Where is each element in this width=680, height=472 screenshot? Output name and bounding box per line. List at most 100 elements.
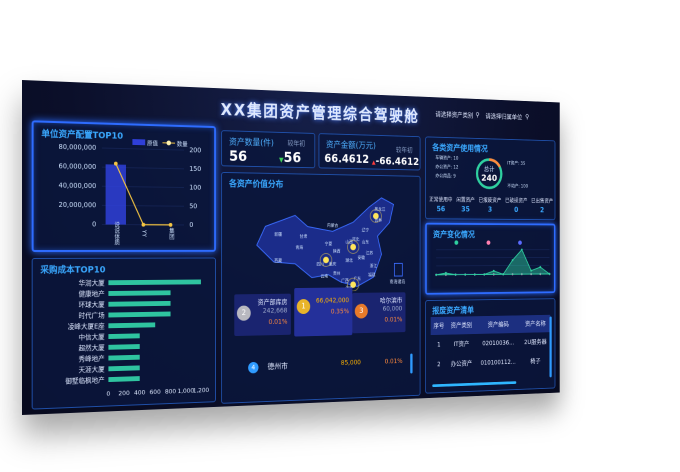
bar	[108, 279, 201, 286]
data-point	[435, 273, 438, 276]
province-label: 安徽	[358, 254, 366, 261]
province-label: 内蒙古	[327, 222, 339, 229]
x-tick: 1,000	[177, 387, 194, 395]
table-cell: 02010036...	[482, 339, 515, 348]
x-tick: 说说体质	[113, 221, 120, 247]
unit-config-chart: 80,000,000 60,000,000 40,000,000 20,000,000…	[59, 139, 201, 247]
rank-value: 66,042,000	[315, 296, 350, 305]
search-icon[interactable]: ⚲	[525, 113, 530, 121]
province-label: 宁夏	[325, 240, 333, 247]
top-rank-card[interactable]: 3 哈尔滨市 60,000 0.01%	[352, 292, 406, 334]
rank-value: 85,000	[340, 358, 361, 367]
province-label: 江苏	[366, 250, 374, 256]
gridline	[102, 148, 184, 150]
map-panel: 各资产价值分布 新疆 西藏 青海 甘肃 内蒙古 黑龙江 吉林 辽宁 山西 宁夏 陕西 四川 重庆 湖北 安徽…	[221, 171, 421, 404]
rank-value: 60,000	[382, 304, 403, 313]
area-series	[436, 250, 549, 275]
rank-pct: 0.01%	[268, 318, 288, 326]
kpi-compare-value: 56	[283, 148, 302, 167]
legend-label: 原值	[147, 139, 158, 147]
kpi-compare-label: 较年初	[287, 139, 306, 148]
usage-donut-chart: 总计 240 车辆资产: 10 办公资产: 12 办公用品: 9 IT资产: 3…	[435, 150, 528, 197]
data-point	[548, 272, 551, 276]
line-point	[168, 222, 173, 227]
province-label: 云南	[321, 273, 329, 280]
y-right-tick: 150	[189, 165, 201, 173]
usage-stat-value: 56	[436, 204, 446, 214]
top-rank-card[interactable]: 2 资产部库房 242,668 0.01%	[234, 293, 291, 337]
line-point	[141, 222, 146, 227]
province-label: 河北	[352, 236, 360, 243]
province-label: 福建	[368, 272, 376, 279]
bar	[108, 376, 140, 383]
legend-marker	[486, 240, 491, 245]
top-rank-card[interactable]: 1 66,042,000 0.35%	[294, 287, 353, 337]
y-tick: 时代广场	[79, 311, 105, 320]
province-label: 广东	[354, 275, 362, 282]
province-label: 甘肃	[300, 233, 308, 240]
province-label: 山西	[345, 239, 353, 246]
donut-center-value: 240	[481, 173, 497, 183]
province-label: 陕西	[333, 248, 341, 255]
usage-stat: 正常使用中 56	[429, 195, 452, 213]
data-point	[483, 273, 486, 276]
table-cell: 1	[437, 341, 441, 349]
vertical-scrollbar[interactable]	[549, 316, 552, 378]
data-point	[539, 266, 542, 269]
data-point	[454, 273, 457, 276]
province-label: 广西	[341, 277, 349, 284]
table-cell: 椅子	[530, 357, 541, 365]
south-sea-inset	[394, 263, 402, 276]
y-right-tick: 0	[189, 221, 193, 229]
bar	[108, 354, 140, 361]
usage-panel: 各类资产使用情况 总计 240 车辆资产: 10 办公资产: 12 办公用品: …	[425, 136, 556, 221]
y-left-tick: 20,000,000	[59, 201, 97, 209]
province-label: 湖北	[345, 257, 353, 264]
unit-config-panel: 单位资产配置TOP10 80,000,000 60,000,000 40,000,0…	[31, 120, 216, 252]
gridline	[436, 265, 549, 266]
rank-name: 资产部库房	[257, 298, 288, 307]
y-right-tick: 50	[189, 202, 197, 210]
y-tick: 凌峰大厦E座	[68, 321, 105, 331]
donut-label: 办公资产: 12	[435, 164, 458, 171]
kpi-asset-amount: 资产金额(万元) 较年初 66.4612 ▲-66.4612	[318, 133, 421, 171]
page-title: XX集团资产管理综合驾驶舱	[220, 100, 420, 127]
list-scrollbar[interactable]	[410, 353, 413, 374]
province-label: 西藏	[274, 257, 282, 264]
usage-stat-value: 0	[514, 205, 519, 214]
bar	[108, 311, 171, 318]
medal-icon: 3	[354, 303, 368, 319]
x-tick: 600	[150, 388, 161, 396]
table-row[interactable]: 2 办公资产 010100112... 椅子	[431, 351, 551, 374]
bar	[108, 333, 140, 339]
category-select[interactable]: 请选择资产类别	[435, 110, 474, 120]
y-tick: 环球大厦	[79, 300, 105, 309]
x-tick: 0	[106, 390, 110, 398]
donut-center-label: 总计	[484, 165, 495, 173]
horizontal-scrollbar[interactable]	[432, 381, 517, 388]
donut-label: 办公用品: 9	[435, 173, 455, 180]
y-right-tick: 100	[189, 184, 201, 192]
rank-list-item[interactable]: 4 德州市 85,000 0.01%	[248, 357, 402, 374]
kpi-value: 66.4612	[324, 151, 370, 166]
province-label: 四川	[316, 262, 323, 268]
rank-name: 哈尔滨市	[379, 296, 403, 305]
search-icon[interactable]: ⚲	[475, 111, 480, 119]
y-left-tick: 0	[92, 220, 96, 228]
province-label: 浙江	[370, 262, 378, 269]
x-tick: 800	[165, 387, 176, 395]
table-cell: IT资产	[453, 340, 470, 348]
table-cell: 2U服务器	[524, 338, 547, 346]
kpi-value: 56	[229, 147, 248, 165]
legend-marker	[454, 240, 459, 245]
unit-select[interactable]: 请选择归属单位	[485, 112, 523, 122]
y-right-tick: 200	[189, 146, 201, 154]
province-label: 重庆	[329, 261, 337, 268]
usage-stat-value: 2	[540, 206, 545, 215]
legend-marker	[518, 240, 522, 245]
change-panel: 资产变化情况	[425, 222, 556, 295]
usage-stat: 已出售资产 2	[531, 196, 553, 214]
column-header: 资产类别	[447, 316, 476, 335]
donut-label: IT资产: 35	[507, 160, 525, 167]
